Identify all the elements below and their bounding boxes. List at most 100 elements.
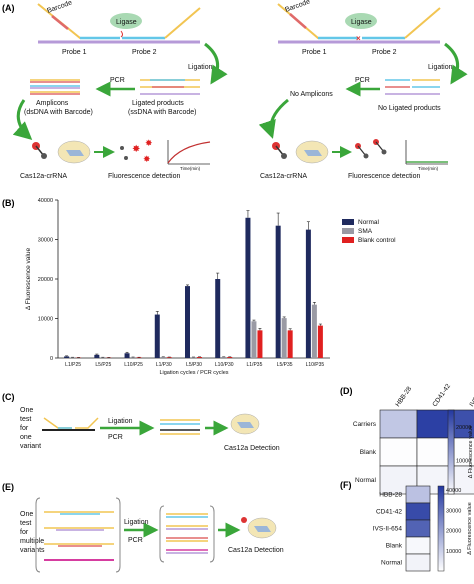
- c-text-one: One: [20, 407, 33, 414]
- pcr-label-mutant: PCR: [355, 77, 370, 84]
- bar-blank-control: [197, 357, 202, 358]
- cas12a-icon: [32, 141, 90, 163]
- legend-swatch: [342, 237, 354, 243]
- x-tick-label: L5/P30: [186, 362, 202, 368]
- x-axis-title: Ligation cycles / PCR cycles: [159, 370, 228, 376]
- e-text-for: for: [20, 529, 29, 536]
- e-amplicon-set-icon: [160, 506, 214, 562]
- unligated-probes-icon: [385, 80, 440, 94]
- legend-swatch: [342, 219, 354, 225]
- heatmap-row-label: CD41-42: [376, 509, 402, 516]
- bar-normal: [185, 286, 190, 358]
- bar-normal: [276, 226, 281, 358]
- panel-e-tag: (E): [2, 482, 14, 492]
- panel-b-tag: (B): [2, 198, 15, 208]
- no-amplicons-label: No Amplicons: [290, 91, 333, 98]
- panel-a-right: Ligase × Barcode Probe 1 Probe 2 Ligatio…: [260, 0, 458, 180]
- x-tick-label: L5/P35: [277, 362, 293, 368]
- fluor-burst-icon: ✸ ✸ ✸: [120, 138, 153, 164]
- x-tick-label: L10/P35: [306, 362, 325, 368]
- intact-reporter-icon: [355, 139, 387, 159]
- ligase-label-mutant: Ligase: [351, 19, 372, 26]
- time-label: Time(min): [180, 166, 201, 171]
- legend-label: SMA: [358, 228, 373, 235]
- x-tick-label: L1/P25: [65, 362, 81, 368]
- no-ligated-label: No Ligated products: [378, 105, 441, 112]
- panel-a-left: Ligase Barcode Probe 1 Probe 2 Ligation …: [18, 0, 217, 180]
- bar-blank-control: [288, 330, 293, 358]
- barcode-label-mutant: Barcode: [284, 0, 311, 14]
- e-text-multiple: multiple: [20, 538, 44, 545]
- heatmap-row-label: Carriers: [353, 421, 377, 428]
- heatmap-cell: [406, 537, 430, 554]
- heatmap-cell: [406, 486, 430, 503]
- detect-arrow-mutant: [271, 100, 288, 136]
- legend-label: Normal: [358, 219, 380, 226]
- bar-sma: [161, 357, 166, 358]
- colorbar: [438, 486, 444, 571]
- panel-d-tag: (D): [340, 386, 353, 396]
- heatmap-f: HBB-28CD41-42IVS-II-654BlankNormal100002…: [373, 486, 473, 571]
- bar-normal: [215, 279, 220, 358]
- bar-normal: [64, 356, 69, 358]
- heatmap-row-label: IVS-II-654: [373, 526, 403, 533]
- fluor-curve-icon: [168, 140, 210, 164]
- ligated-products-icon: [140, 80, 200, 94]
- heatmap-cell: [406, 503, 430, 520]
- cas12a-icon-mutant: [272, 141, 328, 163]
- y-tick-label: 20000: [38, 277, 53, 283]
- amplicons-label: Amplicons: [36, 100, 69, 107]
- colorbar-title: Δ Fluorescence value: [468, 426, 474, 479]
- bar-sma: [312, 305, 317, 358]
- flat-curve-icon: [406, 140, 448, 164]
- c-amplicon-icon: [160, 420, 200, 434]
- y-tick-label: 10000: [38, 317, 53, 323]
- panel-c-tag: (C): [2, 392, 15, 402]
- bar-normal: [125, 353, 130, 358]
- probe-2-label: Probe 2: [132, 49, 157, 56]
- ligation-site-arrow: [121, 31, 123, 37]
- c-text-for: for: [20, 425, 29, 432]
- panel-a-tag: (A): [2, 3, 15, 13]
- amplicons-sub-label: (dsDNA with Barcode): [24, 109, 93, 116]
- c-text-test: test: [20, 416, 31, 423]
- e-text-variants: variants: [20, 547, 45, 554]
- y-axis-title: Δ Fluorescence value: [25, 248, 32, 311]
- heatmap-row-label: Blank: [386, 543, 403, 550]
- time-label-mutant: Time(min): [418, 166, 439, 171]
- c-cas12a-icon: [231, 414, 259, 434]
- e-probe-set-icon: [36, 498, 120, 572]
- cas12a-label: Cas12a-crRNA: [20, 173, 67, 180]
- bar-sma: [282, 318, 287, 358]
- bar-blank-control: [257, 330, 262, 358]
- heatmap-col-label: HBB-28: [394, 385, 413, 408]
- e-pcr-label: PCR: [128, 537, 143, 544]
- ligation-arrow-mutant: [445, 44, 458, 82]
- colorbar-tick: 20000: [446, 529, 461, 535]
- heatmap-row-label: Normal: [355, 477, 377, 484]
- heatmap-col-label: IVS-II-654: [468, 380, 474, 408]
- bar-normal: [306, 230, 311, 358]
- c-text-variant: variant: [20, 443, 41, 450]
- detect-arrow: [18, 100, 30, 138]
- svg-text:✸: ✸: [143, 154, 151, 164]
- svg-text:✸: ✸: [132, 144, 140, 155]
- colorbar-tick: 40000: [446, 488, 461, 494]
- fluor-detection-label: Fluorescence detection: [108, 173, 180, 180]
- probe-1-label: Probe 1: [62, 49, 87, 56]
- bar-blank-control: [318, 326, 323, 358]
- probe-2-label-mutant: Probe 2: [372, 49, 397, 56]
- c-detection-label: Cas12a Detection: [224, 445, 280, 452]
- ligation-arrow: [205, 44, 218, 82]
- heatmap-row-label: HBB-28: [379, 492, 402, 499]
- e-text-test: test: [20, 520, 31, 527]
- amplicons-icon: [30, 80, 80, 94]
- pcr-label: PCR: [110, 77, 125, 84]
- heatmap-cell: [380, 438, 417, 466]
- bar-normal: [155, 315, 160, 358]
- panel-f-tag: (F): [340, 480, 352, 490]
- heatmap-col-label: CD41-42: [431, 383, 452, 409]
